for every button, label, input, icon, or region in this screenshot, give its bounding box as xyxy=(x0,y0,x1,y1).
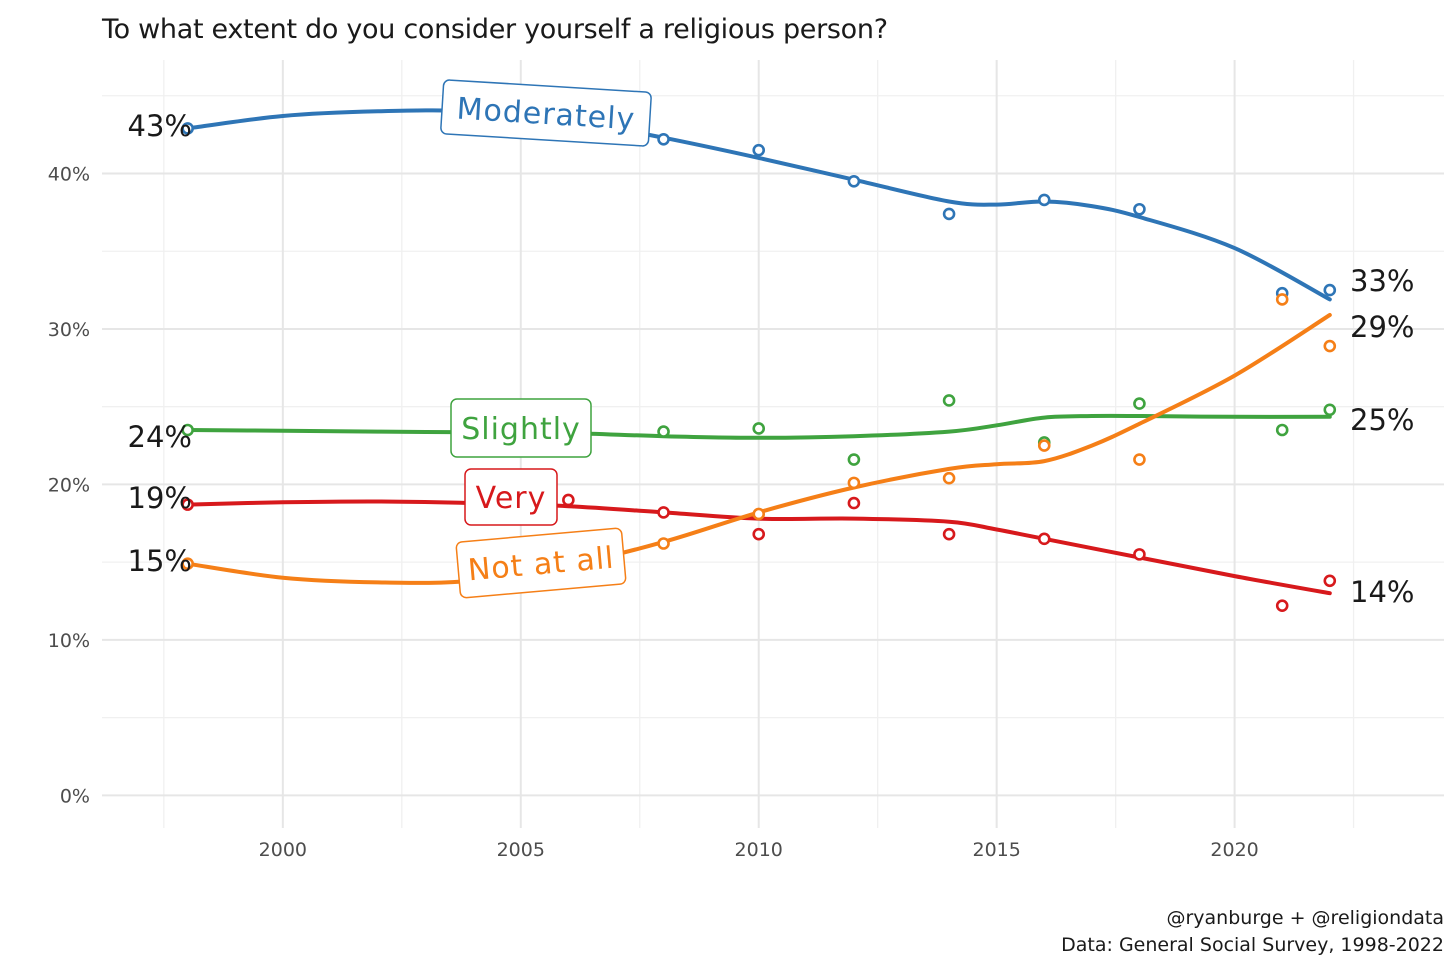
data-point-not-at-all xyxy=(1037,439,1051,452)
data-point-not-at-all xyxy=(942,471,956,485)
end-value-labels: 43% 33% 24% 25% 19% 14% 15% 29% xyxy=(128,109,1415,609)
y-tick-label: 30% xyxy=(48,319,90,341)
trend-line-slightly xyxy=(185,413,1332,440)
data-point-very xyxy=(942,527,956,541)
data-point-very xyxy=(1133,548,1146,561)
grid xyxy=(102,60,1444,828)
y-tick-label: 10% xyxy=(48,630,90,652)
data-point-moderately xyxy=(1133,202,1146,216)
series-tag-box xyxy=(455,527,627,599)
data-point-slightly xyxy=(1133,397,1146,410)
trend-line-not-at-all xyxy=(185,313,1332,585)
data-point-not-at-all xyxy=(1133,453,1146,466)
y-tick-label: 40% xyxy=(48,163,90,185)
start-label-not-at-all: 15% xyxy=(128,544,192,578)
data-point-not-at-all xyxy=(657,537,670,550)
data-point-moderately xyxy=(657,132,670,146)
y-tick-label: 20% xyxy=(48,474,90,496)
data-point-not-at-all xyxy=(752,507,766,521)
data-point-moderately xyxy=(1037,193,1051,207)
data-point-very xyxy=(562,493,575,507)
caption-credit: @ryanburge + @religiondata xyxy=(1166,907,1444,929)
series-tag-moderately: Moderately xyxy=(440,79,652,147)
data-point-very xyxy=(1275,599,1289,612)
axis-tick-labels: 0% 10% 20% 30% 40% 2000 2005 2010 2015 2020 xyxy=(48,163,1259,861)
series-tag-box xyxy=(450,398,592,458)
x-tick-label: 2005 xyxy=(497,839,545,861)
data-point-moderately xyxy=(752,143,766,157)
x-tick-label: 2000 xyxy=(259,839,307,861)
data-point-moderately xyxy=(847,174,861,188)
x-tick-label: 2010 xyxy=(735,839,783,861)
data-point-slightly xyxy=(181,423,194,437)
data-point-very xyxy=(1037,532,1051,546)
series-tag-very: Very xyxy=(464,468,558,526)
data-point-slightly xyxy=(942,394,956,407)
series-tag-not-at-all: Not at all xyxy=(455,527,627,599)
start-label-slightly: 24% xyxy=(128,420,192,454)
data-point-moderately xyxy=(942,207,956,221)
data-point-very xyxy=(657,506,670,519)
series-tag-box xyxy=(464,468,558,526)
series-tag-label: Very xyxy=(476,481,547,516)
data-point-not-at-all xyxy=(181,557,194,571)
end-label-slightly: 25% xyxy=(1350,403,1414,437)
data-point-slightly xyxy=(1323,403,1337,417)
start-label-moderately: 43% xyxy=(128,109,192,143)
data-point-not-at-all xyxy=(1323,339,1337,353)
data-point-very xyxy=(1323,574,1337,588)
data-point-moderately xyxy=(181,122,194,135)
end-label-not-at-all: 29% xyxy=(1350,310,1414,344)
data-point-very xyxy=(752,527,766,541)
data-point-moderately xyxy=(1323,283,1337,297)
series-tags: Moderately Slightly Very Not at all xyxy=(440,79,652,599)
series-tag-box xyxy=(440,79,652,147)
end-label-moderately: 33% xyxy=(1350,264,1414,298)
caption-source: Data: General Social Survey, 1998-2022 xyxy=(1061,934,1444,956)
trend-line-moderately xyxy=(185,108,1332,302)
data-point-slightly xyxy=(657,425,670,438)
data-point-not-at-all xyxy=(847,476,861,490)
data-point-very xyxy=(181,498,194,511)
series-tag-slightly: Slightly xyxy=(450,398,592,458)
end-label-very: 14% xyxy=(1350,575,1414,609)
y-tick-label: 0% xyxy=(60,785,90,807)
data-point-not-at-all xyxy=(1275,293,1289,306)
data-point-slightly xyxy=(1275,423,1289,437)
series-tag-label: Slightly xyxy=(461,412,581,447)
x-tick-label: 2020 xyxy=(1210,839,1258,861)
data-point-slightly xyxy=(847,453,861,466)
trend-lines xyxy=(185,108,1332,596)
start-label-very: 19% xyxy=(128,481,192,515)
data-point-very xyxy=(847,496,861,510)
chart-title: To what extent do you consider yourself … xyxy=(101,14,888,45)
x-tick-label: 2015 xyxy=(972,839,1020,861)
data-point-slightly xyxy=(752,422,766,435)
